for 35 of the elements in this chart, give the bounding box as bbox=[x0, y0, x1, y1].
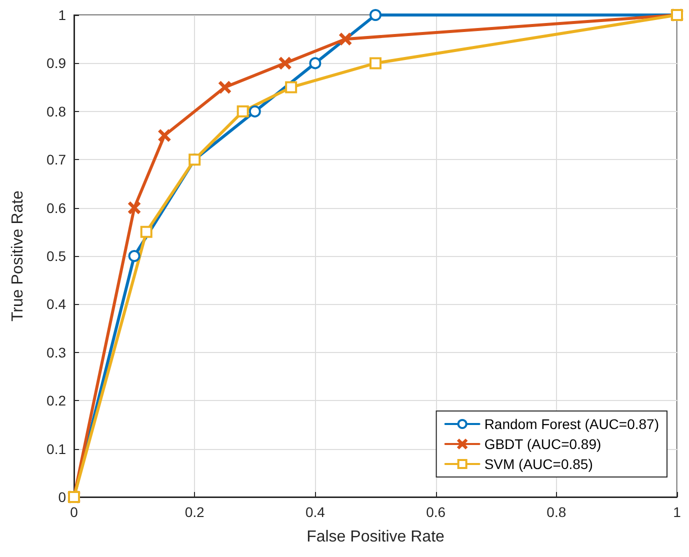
y-tick-label: 0.8 bbox=[46, 103, 66, 120]
x-tick-label: 0.2 bbox=[184, 504, 205, 520]
y-tick-label: 0.4 bbox=[46, 296, 66, 312]
x-tick-label: 0.4 bbox=[305, 504, 326, 520]
x-tick-label: 0.6 bbox=[426, 504, 446, 520]
point bbox=[309, 57, 322, 70]
point bbox=[128, 202, 140, 214]
point bbox=[279, 57, 292, 70]
y-tick-label: 0.1 bbox=[46, 440, 66, 457]
point bbox=[140, 226, 152, 238]
y-tick-label: 0.7 bbox=[46, 152, 66, 168]
x-tick-label: 0 bbox=[70, 504, 78, 520]
x-axis-title: False Positive Rate bbox=[306, 528, 445, 546]
y-axis-title: True Positive Rate bbox=[10, 190, 26, 322]
y-tick-label: 0.6 bbox=[46, 200, 66, 216]
point bbox=[339, 33, 352, 46]
y-tick-label: 0.3 bbox=[46, 344, 66, 360]
legend-label: GBDT (AUC=0.89) bbox=[484, 436, 602, 452]
y-tick-label: 1 bbox=[58, 7, 66, 23]
y-tick-label: 0.5 bbox=[46, 248, 66, 264]
legend-label: Random Forest (AUC=0.87) bbox=[484, 416, 660, 432]
point bbox=[370, 9, 382, 21]
point bbox=[158, 130, 170, 142]
y-tick-label: 0.9 bbox=[46, 55, 66, 72]
y-tick-label: 0.2 bbox=[46, 392, 66, 409]
point bbox=[236, 105, 249, 118]
point bbox=[218, 81, 231, 94]
x-tick-label: 0.8 bbox=[546, 504, 566, 520]
point bbox=[285, 81, 298, 94]
point bbox=[128, 250, 140, 262]
x-tick-label: 1 bbox=[673, 504, 682, 520]
legend-label: SVM (AUC=0.85) bbox=[484, 456, 593, 472]
y-tick-label: 0 bbox=[58, 489, 66, 505]
point bbox=[370, 57, 382, 70]
point bbox=[248, 105, 261, 118]
